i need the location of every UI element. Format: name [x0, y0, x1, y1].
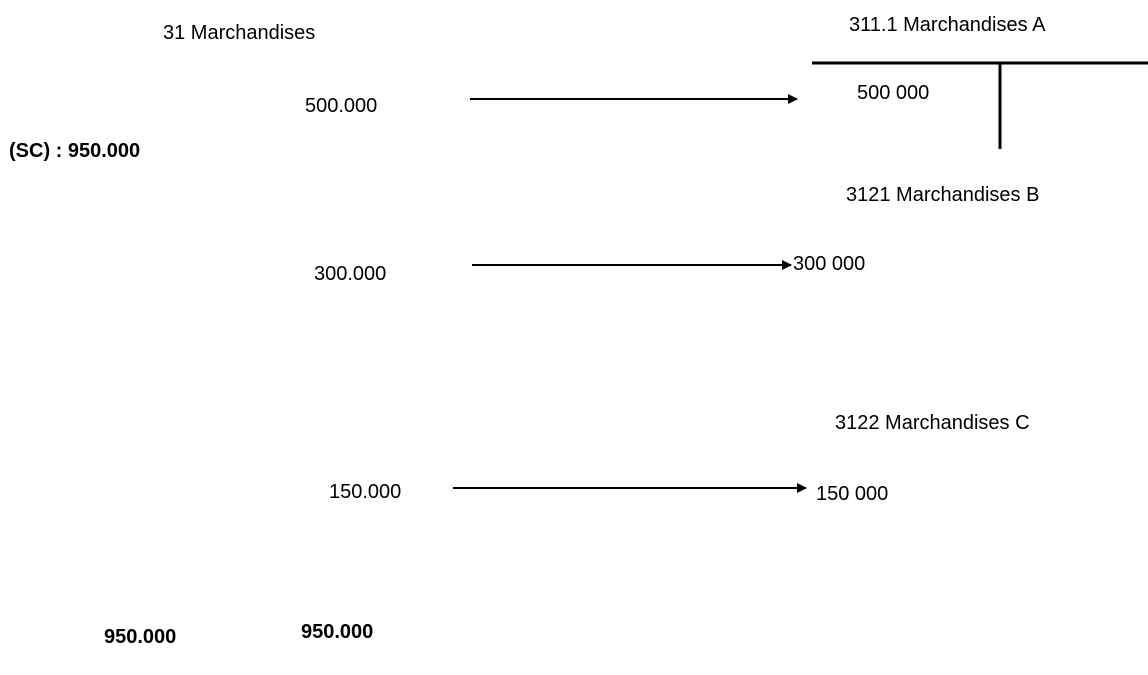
entry-amount-c: 150.000	[329, 481, 402, 503]
entry-amount-b: 300.000	[314, 263, 387, 285]
entry-amount-a: 500.000	[305, 95, 378, 117]
sub-account-a-amount: 500 000	[857, 82, 930, 104]
total-credit: 950.000	[301, 621, 374, 643]
sub-account-b-amount: 300 000	[793, 253, 866, 275]
sub-account-a-title: 311.1 Marchandises A	[849, 14, 1046, 36]
main-account-title: 31 Marchandises	[163, 22, 316, 44]
sub-account-c-amount: 150 000	[816, 483, 889, 505]
sub-account-c-title: 3122 Marchandises C	[835, 412, 1030, 434]
sub-account-b-title: 3121 Marchandises B	[846, 184, 1040, 206]
total-debit: 950.000	[104, 626, 177, 648]
opening-balance: (SC) : 950.000	[9, 140, 141, 162]
